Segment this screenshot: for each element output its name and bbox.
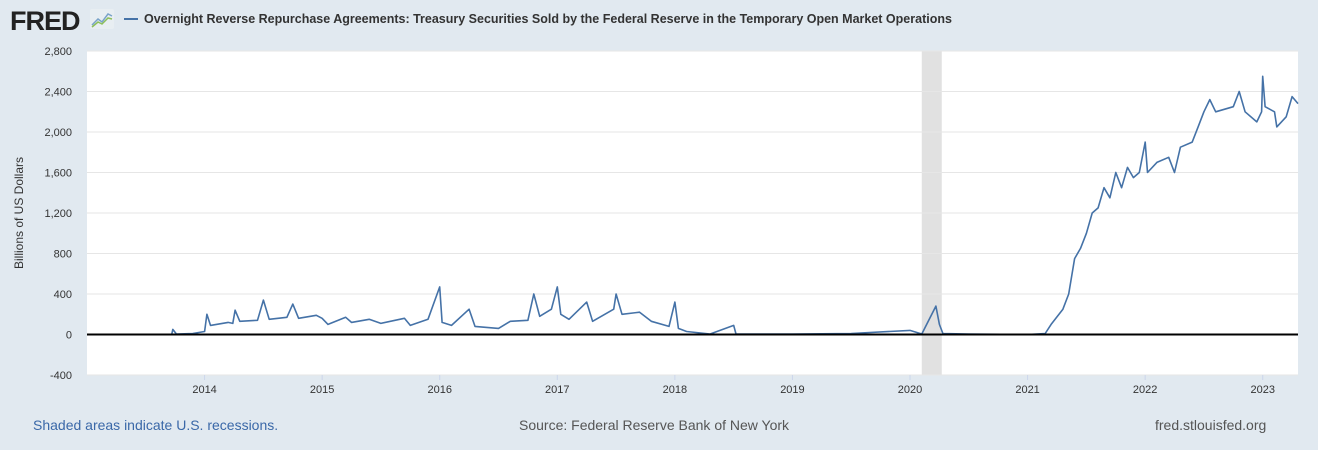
x-tick-label: 2021 [1015, 384, 1039, 396]
y-tick-label: -400 [50, 370, 72, 382]
x-tick-label: 2017 [545, 384, 569, 396]
y-axis-label: Billions of US Dollars [12, 157, 26, 269]
x-tick-label: 2019 [780, 384, 804, 396]
y-tick-label: 1,600 [44, 168, 72, 180]
x-tick-label: 2018 [663, 384, 687, 396]
site-link[interactable]: fred.stlouisfed.org [1155, 417, 1267, 433]
x-tick-label: 2023 [1250, 384, 1274, 396]
y-tick-label: 2,800 [44, 46, 72, 58]
y-tick-label: 1,200 [44, 208, 72, 220]
recession-note-link[interactable]: Shaded areas indicate U.S. recessions. [33, 417, 279, 433]
y-tick-label: 400 [54, 289, 72, 301]
fred-logo[interactable]: FRED [10, 6, 80, 36]
chart-legend: Overnight Reverse Repurchase Agreements:… [124, 12, 952, 26]
line-chart-icon [90, 9, 114, 29]
x-tick-label: 2020 [898, 384, 922, 396]
y-tick-label: 2,000 [44, 127, 72, 139]
y-tick-label: 2,400 [44, 87, 72, 99]
y-tick-label: 0 [66, 330, 72, 342]
x-tick-label: 2014 [192, 384, 216, 396]
source-text: Source: Federal Reserve Bank of New York [519, 417, 790, 433]
legend-swatch [124, 18, 138, 20]
series-line [170, 75, 1299, 336]
y-tick-label: 800 [54, 249, 72, 261]
x-tick-label: 2016 [427, 384, 451, 396]
x-tick-label: 2015 [310, 384, 334, 396]
chart-title[interactable]: Overnight Reverse Repurchase Agreements:… [144, 12, 952, 26]
x-tick-label: 2022 [1133, 384, 1157, 396]
